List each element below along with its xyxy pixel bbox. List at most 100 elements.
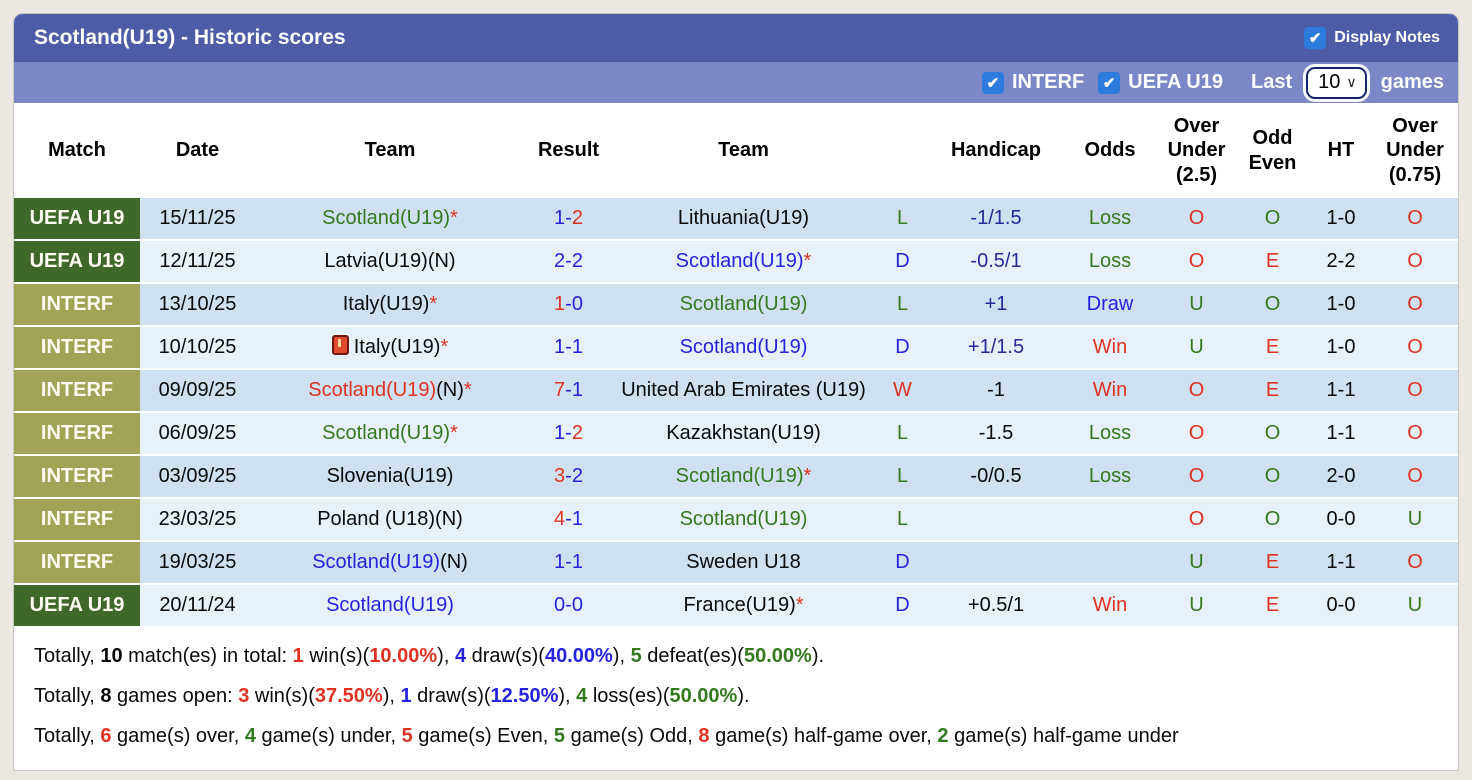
team-name: Italy(U19) bbox=[353, 336, 441, 359]
over-under-075-cell: O bbox=[1407, 207, 1423, 230]
summary-segment: 37.50% bbox=[314, 685, 383, 707]
summary-segment: 1 bbox=[292, 645, 304, 667]
games-count-select[interactable]: 10 ∨ bbox=[1306, 66, 1367, 99]
column-header-home-team: Team bbox=[364, 139, 416, 162]
red-card-icon bbox=[331, 335, 349, 356]
home-team-cell: Latvia(U19)(N) bbox=[255, 241, 525, 282]
summary-segment: draw(s)( bbox=[411, 685, 491, 707]
team-name-wrap: Italy(U19)* bbox=[343, 292, 438, 316]
home-score: 1 bbox=[554, 551, 566, 574]
home-score: 1 bbox=[554, 336, 566, 359]
home-score: 3 bbox=[554, 465, 566, 488]
handicap-cell: -1.5 bbox=[978, 422, 1014, 445]
summary-segment: game(s) half-game under bbox=[948, 725, 1179, 747]
interf-checkbox[interactable]: ✔ bbox=[981, 71, 1004, 94]
column-header-away-team: Team bbox=[718, 139, 769, 162]
outcome-cell: L bbox=[896, 465, 909, 488]
away-team-cell: Scotland(U19)* bbox=[612, 241, 875, 282]
summary-segment: Totally, bbox=[34, 645, 101, 667]
away-team-cell: France(U19)* bbox=[612, 585, 875, 626]
ht-cell: 1-0 bbox=[1326, 207, 1356, 230]
table-row: INTERF 23/03/25 Poland (U18)(N) 4-1 Scotland… bbox=[14, 499, 1458, 542]
summary-segment: Totally, bbox=[34, 725, 101, 747]
away-score: 1 bbox=[571, 551, 583, 574]
chevron-down-icon: ∨ bbox=[1346, 73, 1357, 90]
away-score: 2 bbox=[571, 422, 583, 445]
summary-segment: match(es) in total: bbox=[122, 645, 293, 667]
odd-even-cell: O bbox=[1264, 207, 1281, 230]
score-dash: - bbox=[565, 422, 572, 445]
away-team-cell: Scotland(U19) bbox=[612, 284, 875, 325]
filter-bar: ✔ INTERF ✔ UEFA U19 Last 10 ∨ games bbox=[14, 62, 1458, 103]
away-score: 0 bbox=[571, 293, 583, 316]
handicap-cell: -1 bbox=[987, 379, 1005, 402]
away-team-cell: United Arab Emirates (U19) bbox=[612, 370, 875, 411]
team-name: Scotland(U19) bbox=[322, 207, 451, 230]
summary-segment: game(s) half-game over, bbox=[709, 725, 938, 747]
home-team-cell: Italy(U19)* bbox=[255, 284, 525, 325]
away-score: 0 bbox=[571, 594, 583, 617]
score-dash: - bbox=[565, 465, 572, 488]
summary-segment: 5 bbox=[553, 725, 566, 747]
team-name: Scotland(U19) bbox=[679, 336, 808, 359]
uefa-checkbox[interactable]: ✔ bbox=[1098, 71, 1121, 94]
away-score: 1 bbox=[571, 336, 583, 359]
over-under-075-cell: O bbox=[1407, 293, 1423, 316]
team-name: Latvia(U19) bbox=[324, 250, 428, 273]
odds-cell: Loss bbox=[1088, 250, 1132, 273]
over-under-25-cell: U bbox=[1189, 551, 1204, 574]
competition-badge: INTERF bbox=[14, 284, 140, 325]
display-notes-checkbox[interactable]: ✔ bbox=[1304, 27, 1327, 49]
result-cell: 4-1 bbox=[525, 499, 612, 540]
star-marker: * bbox=[450, 422, 458, 445]
home-team-cell: Scotland(U19)(N)* bbox=[255, 370, 525, 411]
competition-badge: INTERF bbox=[14, 327, 140, 368]
home-team-cell: Poland (U18)(N) bbox=[255, 499, 525, 540]
home-score: 2 bbox=[554, 250, 566, 273]
result-cell: 3-2 bbox=[525, 456, 612, 497]
competition-badge: UEFA U19 bbox=[14, 241, 140, 282]
team-name: Scotland(U19) bbox=[322, 422, 451, 445]
outcome-cell: L bbox=[896, 207, 909, 230]
odds-cell: Loss bbox=[1088, 465, 1132, 488]
away-score: 1 bbox=[571, 379, 583, 402]
odd-even-cell: E bbox=[1265, 336, 1280, 359]
competition-badge: UEFA U19 bbox=[14, 198, 140, 239]
team-name: Scotland(U19) bbox=[312, 551, 441, 574]
ht-cell: 1-1 bbox=[1326, 379, 1356, 402]
team-name-wrap: Sweden U18 bbox=[686, 550, 801, 574]
away-team-cell: Lithuania(U19) bbox=[612, 198, 875, 239]
summary-segment: loss(es)( bbox=[587, 685, 670, 707]
home-score: 1 bbox=[554, 422, 566, 445]
summary-segment: game(s) under, bbox=[255, 725, 402, 747]
outcome-cell: D bbox=[895, 250, 910, 273]
date-cell: 13/10/25 bbox=[158, 293, 237, 316]
summary-segment: 5 bbox=[630, 645, 642, 667]
score-dash: - bbox=[565, 379, 572, 402]
summary-segment: 4 bbox=[576, 685, 588, 707]
team-name-wrap: France(U19)* bbox=[683, 593, 803, 617]
team-name-wrap: Scotland(U19)* bbox=[676, 249, 812, 273]
date-cell: 19/03/25 bbox=[158, 551, 237, 574]
score-dash: - bbox=[565, 293, 572, 316]
table-row: INTERF 13/10/25 Italy(U19)* 1-0 Scotland(U19… bbox=[14, 284, 1458, 327]
result-cell: 0-0 bbox=[525, 585, 612, 626]
column-header-handicap: Handicap bbox=[950, 139, 1042, 162]
neutral-venue-note: (N) bbox=[435, 508, 463, 531]
away-team-cell: Scotland(U19) bbox=[612, 499, 875, 540]
outcome-cell: L bbox=[896, 508, 909, 531]
star-marker: * bbox=[429, 293, 438, 316]
table-row: UEFA U19 12/11/25 Latvia(U19)(N) 2-2 Scotlan… bbox=[14, 241, 1458, 284]
over-under-25-cell: O bbox=[1188, 250, 1205, 273]
summary-segment: win(s)( bbox=[303, 645, 370, 667]
summary-line: Totally, 6 game(s) over, 4 game(s) under… bbox=[34, 716, 1458, 756]
odds-cell bbox=[1062, 499, 1158, 540]
score-dash: - bbox=[565, 508, 572, 531]
odds-cell: Draw bbox=[1086, 293, 1134, 316]
summary-segment: ). bbox=[737, 685, 750, 707]
team-name: France(U19) bbox=[683, 594, 796, 617]
team-name-wrap: Scotland(U19) bbox=[680, 507, 808, 531]
odd-even-cell: E bbox=[1265, 551, 1280, 574]
over-under-25-cell: U bbox=[1189, 336, 1204, 359]
odds-cell: Loss bbox=[1088, 207, 1132, 230]
